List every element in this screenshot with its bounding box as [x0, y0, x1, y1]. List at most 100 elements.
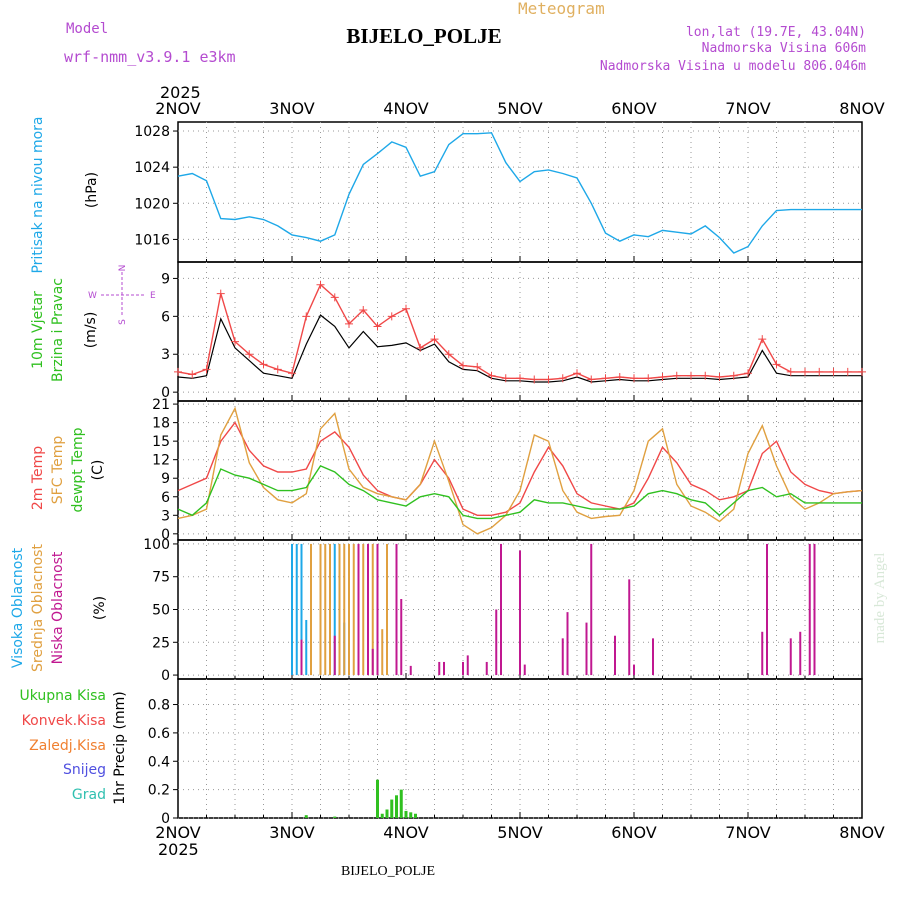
temperature-ytick-label: 12: [152, 453, 170, 469]
gust-marker: [573, 369, 581, 378]
gust-marker: [658, 372, 667, 381]
precip-ytick-label: 0.2: [148, 783, 170, 799]
cloud-panel: 0 25 50 75 100: [143, 537, 863, 684]
gust-marker: [630, 374, 638, 383]
gust-marker: [858, 367, 866, 376]
footer-station: BIJELO_POLJE: [341, 864, 435, 879]
time-label-bottom: 2NOV: [155, 823, 200, 842]
gust-marker: [231, 337, 239, 346]
precip-panel: 0 0.2 0.4 0.6 0.8: [148, 678, 863, 827]
gust-marker: [843, 367, 852, 376]
cloud-bar: [295, 543, 298, 676]
cloud-bar: [348, 543, 350, 676]
wind-title-1: 10m Vjetar: [30, 291, 46, 369]
gust-marker: [473, 362, 482, 371]
gust-marker: [558, 374, 567, 383]
gust-marker: [744, 369, 752, 378]
cloud-bar: [633, 664, 635, 676]
gust-marker: [430, 335, 439, 344]
time-label-top: 4NOV: [383, 99, 428, 118]
cloud-bar: [566, 612, 569, 676]
cloud-bar: [300, 639, 303, 676]
cloud-bar: [813, 543, 816, 676]
gust-marker: [601, 374, 610, 383]
temperature-series-sfc-temp: [177, 406, 863, 535]
precip-bar: [414, 813, 417, 818]
cloud-bar: [652, 638, 654, 676]
cloud-bar: [766, 543, 768, 676]
wind-panel: 0 3 6 9: [161, 261, 866, 402]
temperature-ytick-label: 18: [152, 416, 170, 432]
cloud-bar: [761, 631, 764, 676]
pressure-ytick-label: 1016: [134, 232, 170, 248]
temperature-ytick-label: 15: [152, 434, 170, 450]
cloud-bar: [519, 550, 521, 676]
gust-marker: [516, 374, 524, 383]
cloud-bar: [462, 661, 464, 676]
time-label-bottom: 4NOV: [383, 823, 428, 842]
temp-title-1: 2m Temp: [30, 446, 46, 510]
gust-marker: [216, 289, 225, 298]
gust-marker: [188, 370, 197, 379]
pressure-series-mslp: [177, 132, 862, 254]
wind-ytick-label: 0: [161, 385, 170, 401]
elevation: Nadmorska Visina 606m: [702, 41, 867, 56]
cloud-bar: [371, 543, 374, 676]
time-label-top: 7NOV: [725, 99, 770, 118]
pressure-panel: 1016 1020 1024 1028: [134, 121, 863, 263]
precip-ytick-label: 0: [161, 811, 170, 827]
precip-bar: [380, 813, 384, 818]
temperature-ytick-label: 0: [161, 527, 170, 543]
temperature-ytick-label: 3: [161, 508, 170, 524]
model-label: Model: [66, 21, 108, 37]
cloud-bar: [333, 635, 336, 676]
gust-marker: [330, 293, 339, 302]
model-elevation: Nadmorska Visina u modelu 806.046m: [600, 59, 866, 74]
gust-marker: [487, 371, 496, 380]
cloud-bar: [319, 543, 322, 676]
cloud-bar: [485, 661, 488, 676]
gust-marker: [501, 374, 510, 383]
precip-legend-frz: Zaledj.Kisa: [29, 738, 106, 754]
pressure-ytick-label: 1024: [134, 160, 170, 176]
cloud-bar: [628, 579, 631, 676]
cloud-bar: [590, 543, 593, 676]
cloud-bar: [395, 543, 398, 676]
cloud-bar: [352, 543, 355, 676]
year-top: 2025: [160, 83, 201, 102]
cloud-title-2: Srednja Oblacnost: [30, 544, 46, 672]
temperature-ytick-label: 6: [161, 490, 170, 506]
temperature-panel: 0 3 6 9 12 15 18 21: [152, 397, 863, 543]
cloud-bar: [291, 543, 293, 676]
wind-unit: (m/s): [83, 312, 99, 349]
time-label-bottom: 5NOV: [497, 823, 542, 842]
precip-ytick-label: 0.4: [148, 754, 170, 770]
cloud-bar: [799, 631, 802, 676]
cloud-ytick-label: 0: [161, 668, 170, 684]
compass-s: S: [118, 319, 128, 325]
cloud-bar: [495, 609, 498, 676]
gust-marker: [544, 375, 553, 384]
cloud-bar: [409, 665, 412, 676]
precip-unit: 1hr Precip (mm): [112, 691, 128, 804]
wind-title-2: Brzina i Pravac: [50, 278, 66, 382]
cloud-bar: [500, 543, 502, 676]
cloud-bar: [808, 543, 811, 676]
gust-marker: [801, 367, 809, 376]
cloud-ytick-label: 50: [152, 603, 170, 619]
compass-w: W: [88, 291, 97, 301]
cloud-bar: [614, 635, 616, 676]
cloud-bar: [371, 648, 374, 676]
gust-marker: [345, 319, 353, 328]
cloud-title-1: Visoka Oblacnost: [10, 547, 26, 668]
gust-marker: [373, 322, 382, 331]
cloud-bar: [333, 543, 336, 676]
time-label-top: 5NOV: [497, 99, 542, 118]
precip-bar: [376, 779, 379, 818]
pressure-unit: (hPa): [84, 172, 100, 208]
gust-marker: [786, 367, 795, 376]
precip-legend-conv: Konvek.Kisa: [22, 713, 106, 729]
wind-ytick-label: 6: [161, 309, 170, 325]
time-label-top: 6NOV: [611, 99, 656, 118]
cloud-ytick-label: 25: [152, 635, 170, 651]
